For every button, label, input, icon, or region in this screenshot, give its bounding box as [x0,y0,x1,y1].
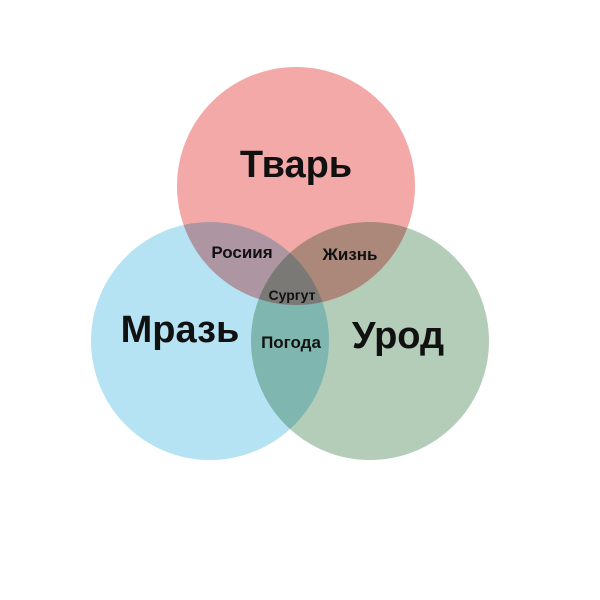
intersection-label-top-right: Жизнь [322,245,378,264]
venn-circles [91,67,489,460]
venn-labels: Тварь Мразь Урод Росиия Жизнь Погода Сур… [121,144,444,357]
intersection-label-top-left: Росиия [211,243,272,262]
set-label-urod: Урод [352,315,444,357]
circle-urod [251,222,489,460]
set-label-tvar: Тварь [240,144,352,186]
set-label-mraz: Мразь [121,309,240,351]
intersection-label-center: Сургут [269,287,316,303]
intersection-label-left-right: Погода [261,333,321,352]
